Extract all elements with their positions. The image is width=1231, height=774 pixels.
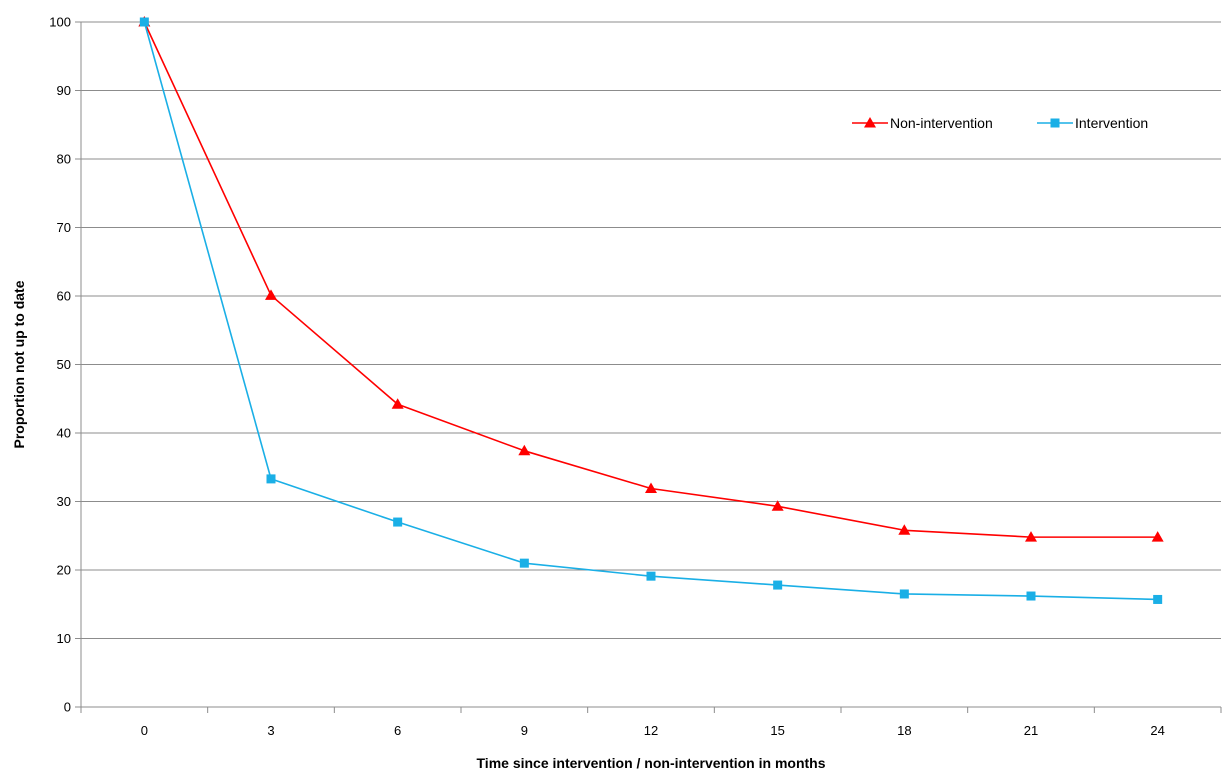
data-point-marker <box>391 398 404 409</box>
x-axis-title: Time since intervention / non-interventi… <box>477 755 826 771</box>
x-tick-label: 0 <box>141 723 148 738</box>
y-axis-title: Proportion not up to date <box>11 280 27 448</box>
series-non-intervention <box>138 16 1164 542</box>
y-tick-label: 10 <box>57 631 71 646</box>
data-point-marker <box>645 482 657 493</box>
y-tick-labels: 0 10 20 30 40 50 60 70 80 90 100 <box>49 15 71 715</box>
data-point-marker <box>773 580 783 590</box>
y-tick-label: 90 <box>57 83 71 98</box>
y-tick-label: 40 <box>57 426 71 441</box>
x-tick-label: 15 <box>770 723 784 738</box>
y-tick-label: 60 <box>57 289 71 304</box>
y-tick-label: 30 <box>57 494 71 509</box>
x-tick-label: 24 <box>1150 723 1164 738</box>
axes <box>75 21 1222 713</box>
y-tick-label: 70 <box>57 220 71 235</box>
x-tick-label: 3 <box>267 723 274 738</box>
data-point-marker <box>899 589 909 599</box>
legend-label: Intervention <box>1075 115 1148 131</box>
y-tick-label: 100 <box>49 15 71 30</box>
y-tick-label: 50 <box>57 357 71 372</box>
data-point-marker <box>646 571 656 581</box>
x-tick-label: 12 <box>644 723 658 738</box>
data-point-marker <box>1026 591 1036 601</box>
data-point-marker <box>139 17 149 27</box>
data-point-marker <box>771 500 784 511</box>
legend-item: Non-intervention <box>852 115 993 131</box>
data-point-marker <box>393 517 403 527</box>
data-point-marker <box>266 474 276 484</box>
data-point-marker <box>265 289 277 300</box>
legend: Non-intervention Intervention <box>852 115 1148 131</box>
data-point-marker <box>1151 531 1164 542</box>
data-point-marker <box>898 524 911 535</box>
data-point-marker <box>519 558 529 568</box>
y-tick-label: 20 <box>57 563 71 578</box>
series-lines <box>138 16 1164 604</box>
legend-swatch-marker <box>1050 118 1060 128</box>
legend-swatch-marker <box>864 117 876 128</box>
legend-item: Intervention <box>1037 115 1148 131</box>
x-tick-label: 9 <box>521 723 528 738</box>
gridlines <box>81 21 1221 639</box>
data-point-marker <box>1153 594 1163 604</box>
x-tick-label: 18 <box>897 723 911 738</box>
series-line <box>143 21 1158 538</box>
series-intervention <box>139 17 1163 604</box>
series-line <box>143 21 1158 601</box>
y-tick-label: 80 <box>57 152 71 167</box>
x-tick-label: 21 <box>1024 723 1038 738</box>
y-tick-label: 0 <box>64 700 71 715</box>
data-point-marker <box>1025 531 1037 542</box>
legend-label: Non-intervention <box>890 115 993 131</box>
x-tick-labels: 0 3 6 9 12 15 18 21 24 <box>141 723 1165 738</box>
data-point-marker <box>518 444 531 456</box>
x-tick-label: 6 <box>394 723 401 738</box>
